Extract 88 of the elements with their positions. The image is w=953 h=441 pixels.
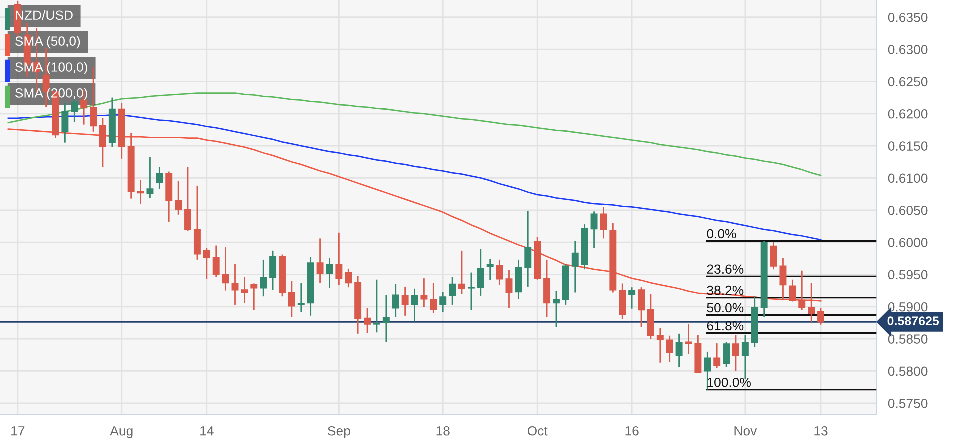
candlestick [62,102,69,144]
candlestick [373,279,380,334]
candlestick [506,270,513,309]
x-tick-label: 13 [814,426,828,436]
candlestick [90,66,98,133]
candlestick [666,335,674,363]
candlestick [203,248,210,280]
candlestick [486,258,494,282]
x-tick-label: 14 [200,426,214,436]
candlestick [250,283,258,311]
candlestick [184,166,192,232]
candlestick [449,276,456,306]
candlestick [808,282,816,324]
y-tick-label: 0.6050 [888,206,928,216]
candlestick [402,286,409,317]
y-tick-label: 0.6100 [888,174,928,184]
candlestick [656,327,664,364]
candlestick [552,290,560,328]
candlestick [742,334,749,380]
annotation: 23.6% [707,264,744,274]
y-tick-label: 0.5750 [888,398,928,408]
candlestick [477,248,484,297]
candlestick [572,240,579,294]
candlestick [212,245,220,278]
candlestick [619,283,626,320]
candlestick [222,246,230,292]
candlestick [590,210,598,250]
candlestick [411,288,418,322]
candlestick [270,250,277,291]
x-tick-label: Aug [110,426,133,438]
candlestick [685,324,692,356]
candlestick [600,206,608,240]
candlestick [723,342,730,368]
y-tick-label: 0.6200 [888,109,928,119]
x-tick-label: Oct [528,426,548,436]
candlestick [818,307,824,326]
candlestick [316,238,324,284]
candlestick [336,232,343,286]
candlestick [420,278,428,308]
candlestick [392,284,400,318]
candlestick [382,294,390,343]
y-tick-label: 0.6000 [888,238,928,248]
candlestick [137,179,144,205]
candlestick [345,268,352,288]
candlestick [676,333,683,368]
candlestick [524,210,532,288]
candlestick [100,118,106,168]
candlestick [798,270,806,311]
candlestick [156,166,164,190]
candlestick [714,342,721,369]
ref-line-label: 0.587625 [888,316,940,326]
x-tick-label: 18 [436,426,450,436]
annotation: 38.2% [707,286,744,296]
x-tick-label: 17 [12,426,25,436]
annotation: 0.0% [707,229,736,239]
candlestick [770,242,778,270]
candlestick [288,280,296,318]
candlestick [458,250,466,295]
candlestick [638,286,645,328]
annotation: 61.8% [707,321,744,331]
x-tick-label: Sep [328,426,350,438]
candlestick [628,286,636,310]
y-tick-label: 0.6350 [888,12,928,22]
candlestick [241,276,248,304]
candlestick [364,307,372,334]
y-tick-label: 0.5950 [888,270,928,280]
candlestick [232,264,239,306]
candlestick [175,180,182,216]
x-tick-label: Nov [734,426,758,436]
y-tick-label: 0.6300 [888,45,928,54]
y-tick-label: 0.5900 [888,302,928,312]
candlestick [440,291,447,313]
candlestick [298,282,305,313]
candlestick [732,334,740,372]
candlestick [468,272,475,311]
y-tick-label: 0.6150 [888,142,928,151]
candlestick [146,156,154,199]
annotation: 50.0% [707,303,744,313]
x-tick-label: 16 [626,426,639,436]
candlestick [780,257,787,301]
y-tick-label: 0.5850 [888,334,928,344]
candlestick [789,279,796,302]
y-tick-label: 0.6250 [888,77,928,87]
candlestick [496,259,504,286]
candlestick [430,282,438,314]
y-tick-label: 0.5800 [888,366,928,376]
candlestick [326,257,334,289]
candlestick [260,259,268,298]
